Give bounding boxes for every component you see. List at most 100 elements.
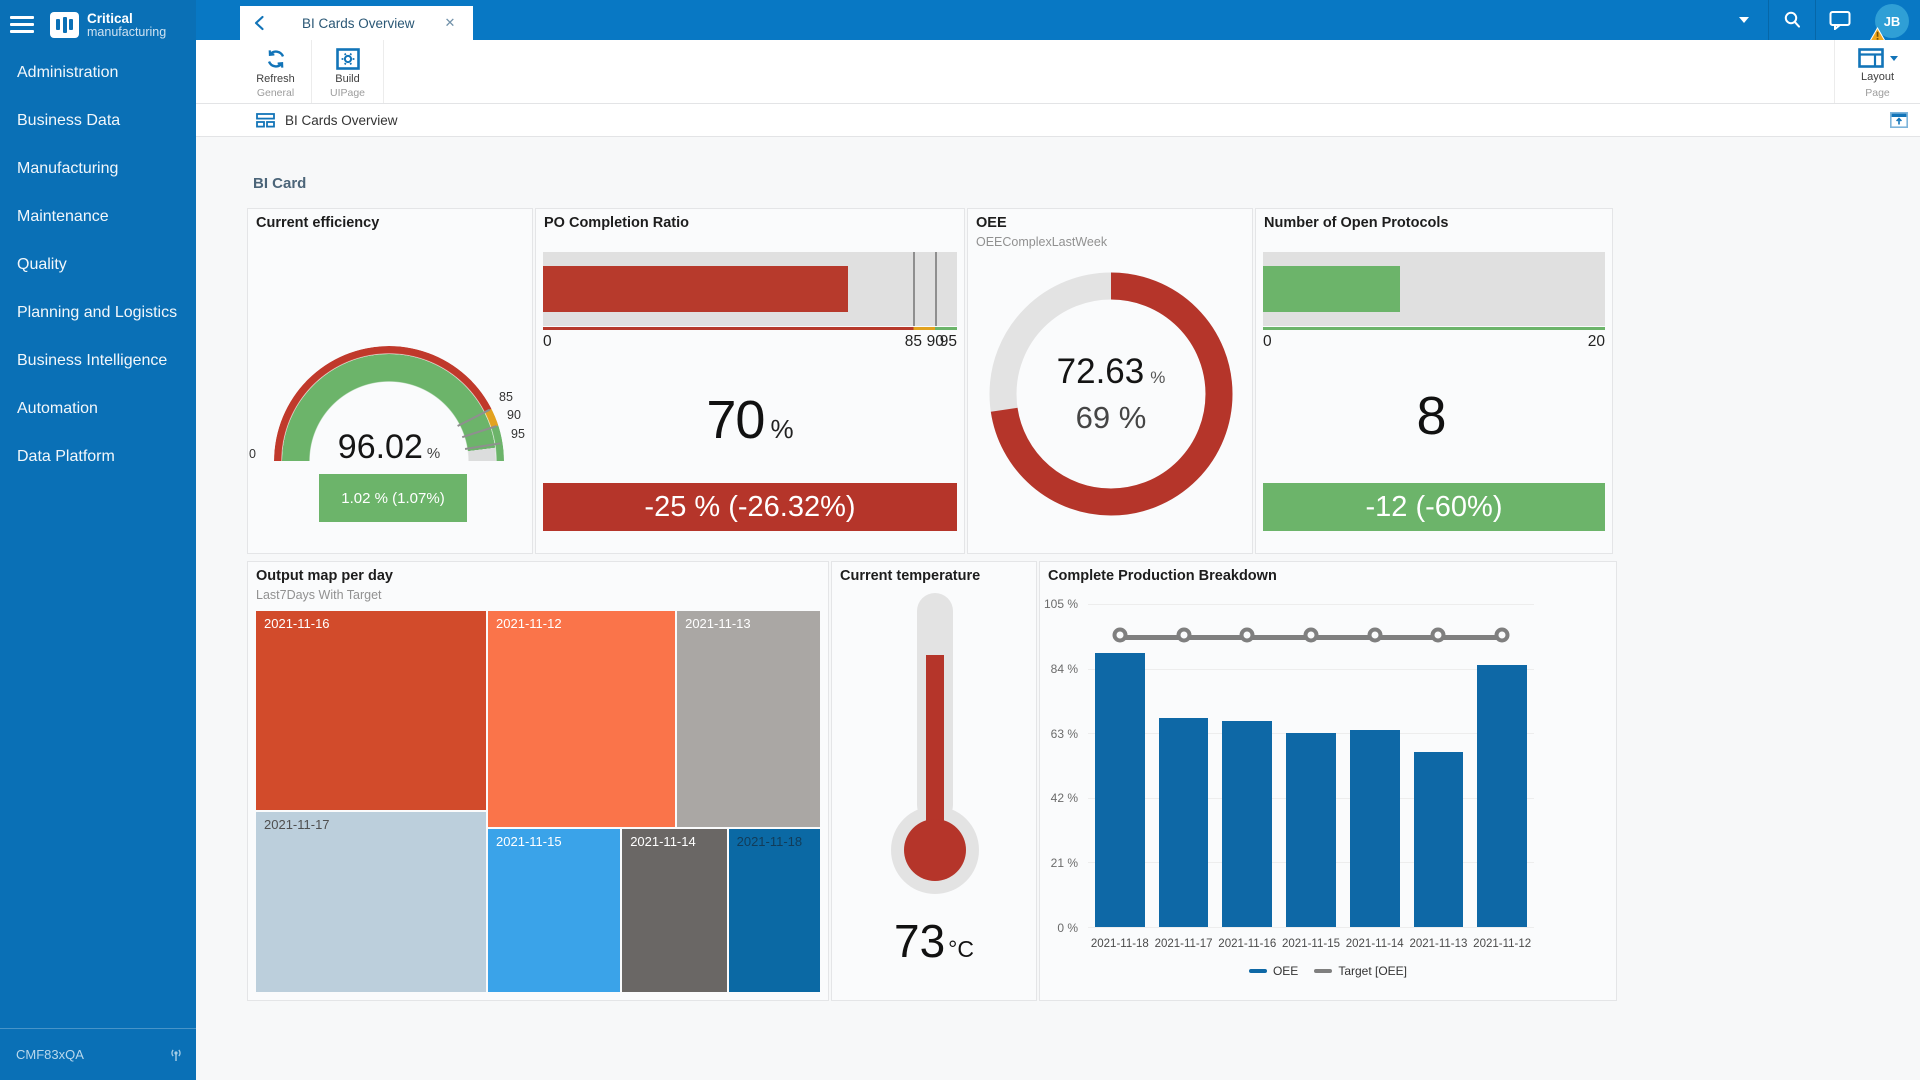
brand-name: Critical	[87, 10, 133, 26]
tab-bi-cards-overview[interactable]: BI Cards Overview	[278, 6, 473, 40]
oee-bar-2021-11-14[interactable]	[1349, 729, 1400, 927]
card-subtitle: Last7Days With Target	[256, 588, 382, 602]
x-axis-label: 2021-11-13	[1409, 938, 1468, 950]
section-label: BI Card	[253, 175, 307, 192]
x-axis: 2021-11-18 2021-11-17 2021-11-16 2021-11-15…	[1088, 938, 1534, 950]
oee-bar-2021-11-13[interactable]	[1413, 751, 1464, 927]
target-marker[interactable]	[1494, 627, 1510, 643]
card-subtitle: OEEComplexLastWeek	[976, 235, 1108, 249]
treemap-tile-2021-11-13[interactable]: 2021-11-13	[676, 610, 821, 829]
tab-close-icon[interactable]	[445, 15, 456, 31]
collapse-header-button[interactable]	[1890, 112, 1908, 128]
target-marker[interactable]	[1176, 627, 1192, 643]
tabs-dropdown-button[interactable]	[1720, 0, 1768, 40]
sidebar-item-data-platform[interactable]: Data Platform	[17, 448, 115, 465]
y-axis: 105 % 84 % 63 % 42 % 21 % 0 %	[1040, 597, 1082, 935]
delta-badge: -12 (-60%)	[1263, 483, 1605, 531]
treemap-tile-2021-11-12[interactable]: 2021-11-12	[487, 610, 677, 829]
card-title: Number of Open Protocols	[1264, 215, 1449, 231]
bullet-band-strip	[543, 327, 957, 330]
treemap-tile-2021-11-17[interactable]: 2021-11-17	[255, 810, 488, 993]
bullet-value-bar[interactable]	[1263, 266, 1400, 312]
toolbar: Refresh General Build UIPage	[196, 40, 1920, 104]
treemap-tile-2021-11-16[interactable]: 2021-11-16	[255, 610, 488, 811]
gauge-axis-label: 90	[507, 408, 521, 422]
user-avatar[interactable]: JB	[1864, 0, 1920, 42]
sidebar-item-administration[interactable]: Administration	[17, 64, 119, 81]
delta-badge: 1.02 % (1.07%)	[319, 474, 467, 522]
treemap-tile-2021-11-14[interactable]: 2021-11-14	[621, 828, 728, 993]
layout-button[interactable]: Layout	[1857, 48, 1898, 83]
oee-bar-2021-11-17[interactable]	[1158, 717, 1209, 927]
gauge-axis-label: 85	[499, 390, 513, 404]
target-marker[interactable]	[1367, 627, 1383, 643]
gridline	[1088, 604, 1534, 605]
kpi-number: 8	[1416, 386, 1446, 446]
build-label: Build	[335, 73, 360, 85]
treemap-tile-2021-11-15[interactable]: 2021-11-15	[487, 828, 622, 993]
card-title: Current temperature	[840, 568, 981, 584]
delta-badge: -25 % (-26.32%)	[543, 483, 957, 531]
x-axis-label: 2021-11-18	[1090, 938, 1149, 950]
gauge-arc	[274, 346, 504, 461]
x-axis-label: 2021-11-16	[1218, 938, 1277, 950]
sidebar: Critical manufacturing Administration Bus…	[0, 0, 196, 1080]
kpi-value: 70%	[536, 389, 964, 451]
y-axis-label: 21 %	[1050, 856, 1078, 871]
gauge-axis-label: 0	[249, 447, 256, 461]
efficiency-gauge: 0 85 90 95 96.02%	[249, 346, 525, 466]
sidebar-item-business-data[interactable]: Business Data	[17, 112, 121, 129]
breadcrumb-bar: BI Cards Overview	[196, 104, 1920, 137]
messages-button[interactable]	[1816, 0, 1864, 40]
y-axis-label: 105 %	[1043, 597, 1078, 611]
layout-icon	[1857, 48, 1884, 68]
card-open-protocols: Number of Open Protocols 0 20 8 -12 (-60%…	[1255, 208, 1613, 554]
oee-bar-2021-11-16[interactable]	[1222, 720, 1273, 927]
toolbar-group-uipage: Build UIPage	[312, 40, 384, 103]
refresh-icon	[267, 50, 284, 68]
treemap-tile-2021-11-18[interactable]: 2021-11-18	[727, 828, 821, 993]
target-marker[interactable]	[1303, 627, 1319, 643]
card-oee: OEE OEEComplexLastWeek 72.63% 69 %	[967, 208, 1253, 554]
dashboard-content: BI Card Current efficiency 0 85 90 95 96.02…	[196, 137, 1920, 1080]
po-completion-bullet-chart: 0 85 90 95	[543, 252, 957, 354]
thermometer-bulb	[904, 819, 966, 881]
target-marker[interactable]	[1112, 627, 1128, 643]
oee-bar-2021-11-18[interactable]	[1095, 653, 1145, 927]
gridline	[1088, 927, 1534, 928]
toolbar-group-label: UIPage	[329, 87, 366, 99]
sidebar-item-planning-and-logistics[interactable]: Planning and Logistics	[17, 304, 178, 321]
back-button[interactable]	[240, 6, 278, 40]
target-marker[interactable]	[1430, 627, 1446, 643]
bullet-axis-label: 20	[1587, 333, 1605, 350]
back-chevron-icon	[254, 15, 264, 31]
legend-item-oee[interactable]: OEE	[1248, 964, 1298, 978]
gridline	[1088, 668, 1534, 670]
sidebar-item-automation[interactable]: Automation	[17, 400, 98, 417]
toolbar-group-label: General	[256, 87, 295, 99]
donut-center-values: 72.63% 69 %	[1056, 352, 1166, 435]
bullet-value-bar[interactable]	[543, 266, 849, 312]
sidebar-item-manufacturing[interactable]: Manufacturing	[17, 160, 119, 177]
breadcrumb-title: BI Cards Overview	[285, 112, 398, 128]
oee-bar-2021-11-15[interactable]	[1286, 733, 1336, 927]
y-axis-label: 0 %	[1057, 921, 1078, 935]
sidebar-item-business-intelligence[interactable]: Business Intelligence	[17, 352, 168, 369]
brand-text: Critical manufacturing	[87, 11, 166, 39]
brand-logo[interactable]: Critical manufacturing	[50, 11, 166, 39]
card-production-breakdown: Complete Production Breakdown 105 % 84 % 6…	[1039, 561, 1617, 1001]
brand-subname: manufacturing	[87, 24, 167, 39]
oee-bar-2021-11-12[interactable]	[1477, 665, 1527, 927]
search-button[interactable]	[1768, 0, 1816, 40]
critical-manufacturing-logo-icon	[50, 11, 79, 38]
build-button[interactable]: Build	[335, 48, 360, 85]
legend-item-target-oee-[interactable]: Target [OEE]	[1314, 964, 1407, 978]
target-marker[interactable]	[1239, 627, 1255, 643]
chat-icon	[1829, 11, 1851, 30]
tab-strip: BI Cards Overview	[240, 6, 473, 40]
sidebar-item-quality[interactable]: Quality	[17, 256, 67, 273]
topbar-actions: JB	[1720, 0, 1920, 42]
menu-hamburger-button[interactable]	[10, 16, 34, 33]
refresh-button[interactable]: Refresh	[256, 48, 295, 85]
sidebar-item-maintenance[interactable]: Maintenance	[17, 208, 109, 225]
